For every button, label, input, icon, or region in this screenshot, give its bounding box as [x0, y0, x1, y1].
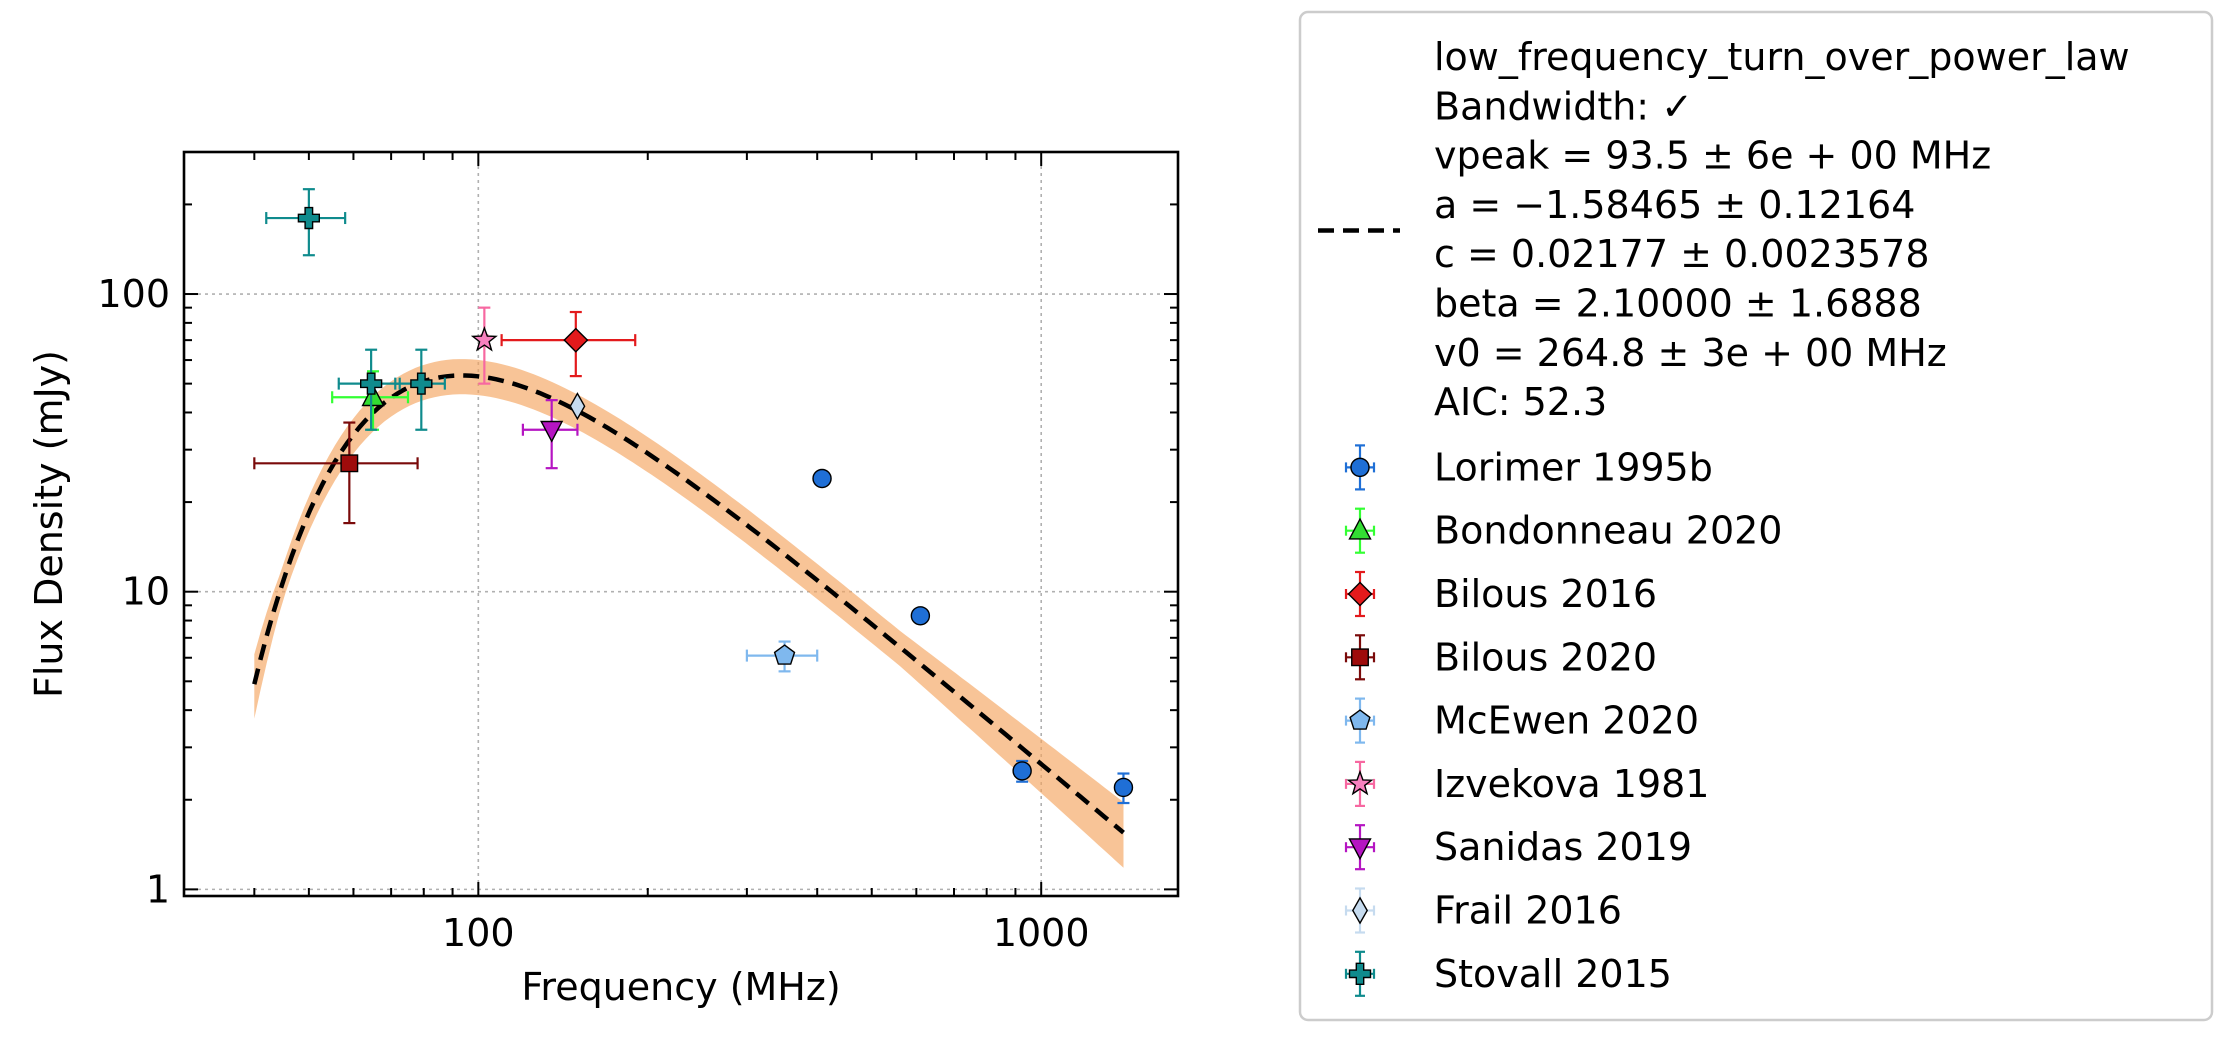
data-point: [360, 372, 383, 395]
legend-entry-label: Bondonneau 2020: [1434, 509, 1782, 553]
series-lorimer-1995b: [812, 468, 1134, 805]
series-bilous-2020: [253, 421, 419, 525]
legend-marker: [1349, 709, 1371, 730]
data-point: [297, 206, 320, 230]
series-frail-2016: [569, 392, 586, 421]
legend-entry-label: Sanidas 2019: [1434, 825, 1692, 869]
legend-entry-label: Stovall 2015: [1434, 952, 1672, 996]
legend-fit-text: AIC: 52.3: [1434, 380, 1607, 424]
legend-entry-label: McEwen 2020: [1434, 699, 1699, 743]
legend-entry-label: Lorimer 1995b: [1434, 445, 1713, 489]
legend-box: [1298, 10, 2214, 1022]
legend-entry-label: Bilous 2020: [1434, 635, 1657, 679]
data-point: [1012, 761, 1032, 781]
data-point: [563, 327, 589, 353]
legend-marker: [1351, 896, 1369, 925]
series-sanidas-2019: [521, 399, 579, 470]
series-bilous-2016: [500, 310, 637, 378]
fit-uncertainty-band: [254, 359, 1124, 868]
data-point: [569, 392, 586, 421]
data-point: [910, 606, 931, 626]
legend-marker: [1347, 581, 1373, 607]
data-point: [540, 420, 564, 443]
legend-entry-label: Frail 2016: [1434, 889, 1622, 933]
x-axis-label: Frequency (MHz): [521, 965, 840, 1009]
legend-marker: [1348, 838, 1372, 861]
data-point: [773, 644, 796, 665]
x-tick-label: 1000: [993, 911, 1090, 955]
grid: [184, 152, 1178, 896]
data-point: [410, 372, 433, 395]
legend-fit-text: Bandwidth: ✓: [1434, 84, 1693, 128]
legend-fit-text: c = 0.02177 ± 0.0023578: [1434, 232, 1930, 276]
y-tick-label: 10: [122, 570, 170, 614]
data-point: [361, 384, 385, 407]
legend-fit-text: low_frequency_turn_over_power_law: [1434, 35, 2130, 79]
legend-fit-text: vpeak = 93.5 ± 6e + 00 MHz: [1434, 134, 1991, 178]
y-tick-label: 100: [97, 272, 170, 316]
series-stovall-2015: [265, 188, 446, 431]
data-point: [812, 468, 832, 489]
data-point: [470, 325, 498, 352]
y-tick-label: 1: [146, 867, 170, 911]
data-point: [1113, 777, 1134, 798]
legend-fit-text: beta = 2.10000 ± 1.6888: [1434, 282, 1922, 326]
legend-entry-label: Izvekova 1981: [1434, 762, 1709, 806]
legend-marker: [1346, 769, 1374, 796]
legend-fit-text: a = −1.58465 ± 0.12164: [1434, 183, 1915, 227]
series-izvekova-1981: [470, 306, 498, 385]
plot-frame: [182, 150, 1180, 898]
series-mcewen-2020: [745, 640, 819, 673]
legend-marker: [1350, 457, 1370, 478]
x-tick-label: 100: [442, 911, 515, 955]
legend-marker: [1348, 962, 1372, 985]
data-point: [340, 454, 359, 473]
fit-line: [252, 373, 1125, 835]
legend-marker: [1351, 648, 1369, 667]
legend-entry-label: Bilous 2016: [1434, 572, 1657, 616]
legend-fit-text: v0 = 264.8 ± 3e + 00 MHz: [1434, 331, 1947, 375]
legend-marker: [1348, 517, 1372, 540]
y-axis-label: Flux Density (mJy): [27, 350, 71, 698]
